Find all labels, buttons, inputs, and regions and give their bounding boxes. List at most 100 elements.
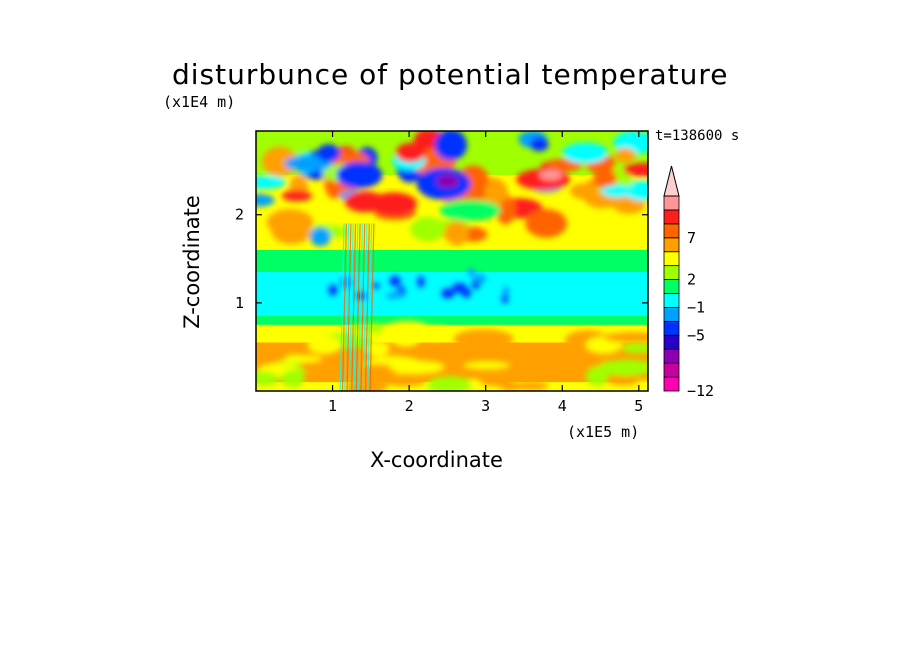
field-blob-46 [261, 146, 298, 177]
field-blob-95 [426, 376, 472, 391]
field-blob-52 [284, 155, 333, 172]
field-streak-4 [348, 223, 354, 391]
field-streak-1 [341, 223, 347, 391]
chart-title: disturbunce of potential temperature [172, 58, 729, 91]
field-blob-81 [346, 377, 387, 391]
y-axis-scale-note: (x1E4 m) [163, 93, 236, 111]
field-blob-86 [390, 328, 421, 347]
field-blob-44 [593, 168, 617, 190]
field-blob-119 [435, 174, 459, 189]
field-streak-5 [351, 223, 357, 391]
field-blob-111 [417, 275, 425, 288]
field-streak-9 [360, 223, 366, 391]
colorbar-tick-label-3: 2 [687, 271, 696, 289]
field-blob-53 [370, 192, 417, 217]
field-blob-108 [386, 292, 399, 299]
colorbar-box-0 [663, 376, 680, 392]
colorbar-box-2 [663, 348, 680, 364]
field-blob-74 [299, 360, 328, 373]
field-blob-33 [434, 131, 467, 161]
y-axis: 12 [235, 206, 648, 312]
field-blob-101 [328, 284, 338, 296]
field-blob-75 [389, 360, 445, 375]
field-blob-83 [538, 351, 588, 370]
field-band-4 [256, 316, 648, 325]
field-blob-82 [256, 348, 288, 364]
field-blob-43 [395, 142, 425, 163]
field-streak-3 [346, 223, 352, 391]
colorbar-box-3 [663, 334, 680, 350]
field-blob-23 [256, 175, 287, 190]
field-blob-96 [598, 359, 648, 377]
field-blob-115 [452, 282, 467, 294]
y-tick-label-2: 2 [235, 206, 244, 224]
colorbar-box-5 [663, 307, 680, 322]
colorbar-box-10 [663, 237, 680, 253]
field-blob-104 [473, 273, 486, 284]
time-label: t=138600 s [655, 128, 740, 144]
field-blob-36 [410, 216, 446, 242]
x-tick-label-5: 5 [634, 397, 643, 415]
contour-field [256, 131, 648, 391]
x-tick-label-3: 3 [481, 397, 490, 415]
field-streak-0 [339, 223, 345, 391]
x-axis-scale-note: (x1E5 m) [567, 423, 640, 441]
field-blob-126 [439, 199, 501, 221]
field-blob-93 [633, 380, 648, 391]
field-blob-18 [256, 194, 275, 207]
x-tick-label-2: 2 [405, 397, 414, 415]
field-blob-94 [478, 372, 511, 387]
field-blob-84 [603, 332, 648, 343]
field-blob-51 [614, 147, 636, 163]
field-streak-6 [353, 223, 359, 391]
field-blob-14 [525, 209, 568, 238]
field-blob-105 [467, 267, 475, 277]
field-blob-123 [539, 169, 563, 181]
field-blob-125 [562, 142, 609, 164]
x-axis-label: X-coordinate [370, 448, 503, 472]
colorbar-box-8 [663, 265, 680, 280]
plot-frame [255, 130, 649, 392]
colorbar-box-9 [663, 251, 680, 267]
field-blob-98 [453, 329, 514, 349]
colorbar: −12−5−127 [663, 165, 714, 400]
field-streak-13 [369, 223, 375, 391]
field-streak-12 [367, 223, 373, 391]
field-blob-91 [280, 369, 305, 388]
field-blob-124 [530, 137, 549, 152]
field-blob-71 [515, 381, 549, 391]
colorbar-box-11 [663, 223, 680, 239]
field-blob-47 [281, 190, 313, 202]
colorbar-box-6 [663, 293, 680, 308]
field-blob-87 [462, 361, 511, 370]
field-streak-8 [357, 223, 364, 391]
colorbar-extend-arrow [663, 165, 680, 197]
y-tick-label-1: 1 [235, 294, 244, 312]
colorbar-box-7 [663, 279, 680, 294]
x-tick-label-1: 1 [328, 397, 337, 415]
x-axis: 1 2 3 4 5 [328, 131, 643, 415]
field-blobs [256, 131, 648, 391]
field-blob-97 [256, 371, 280, 386]
colorbar-box-13 [663, 195, 680, 211]
colorbar-tick-label-0: −12 [687, 382, 714, 400]
field-blob-121 [317, 144, 341, 162]
colorbar-box-1 [663, 362, 680, 378]
field-blob-112 [372, 282, 380, 289]
field-band-2 [256, 249, 648, 273]
field-blob-41 [444, 220, 469, 246]
field-blob-120 [336, 161, 383, 189]
field-blob-59 [601, 184, 633, 198]
colorbar-box-12 [663, 209, 680, 225]
field-streak-10 [362, 223, 368, 391]
colorbar-tick-label-1: −5 [687, 326, 705, 344]
field-blob-88 [383, 375, 426, 387]
field-streak-11 [364, 223, 370, 391]
field-blob-58 [266, 209, 314, 236]
field-blob-26 [309, 227, 331, 247]
field-blob-117 [502, 286, 510, 297]
field-streak-2 [344, 223, 350, 391]
colorbar-box-4 [663, 320, 680, 336]
x-tick-label-4: 4 [558, 397, 567, 415]
